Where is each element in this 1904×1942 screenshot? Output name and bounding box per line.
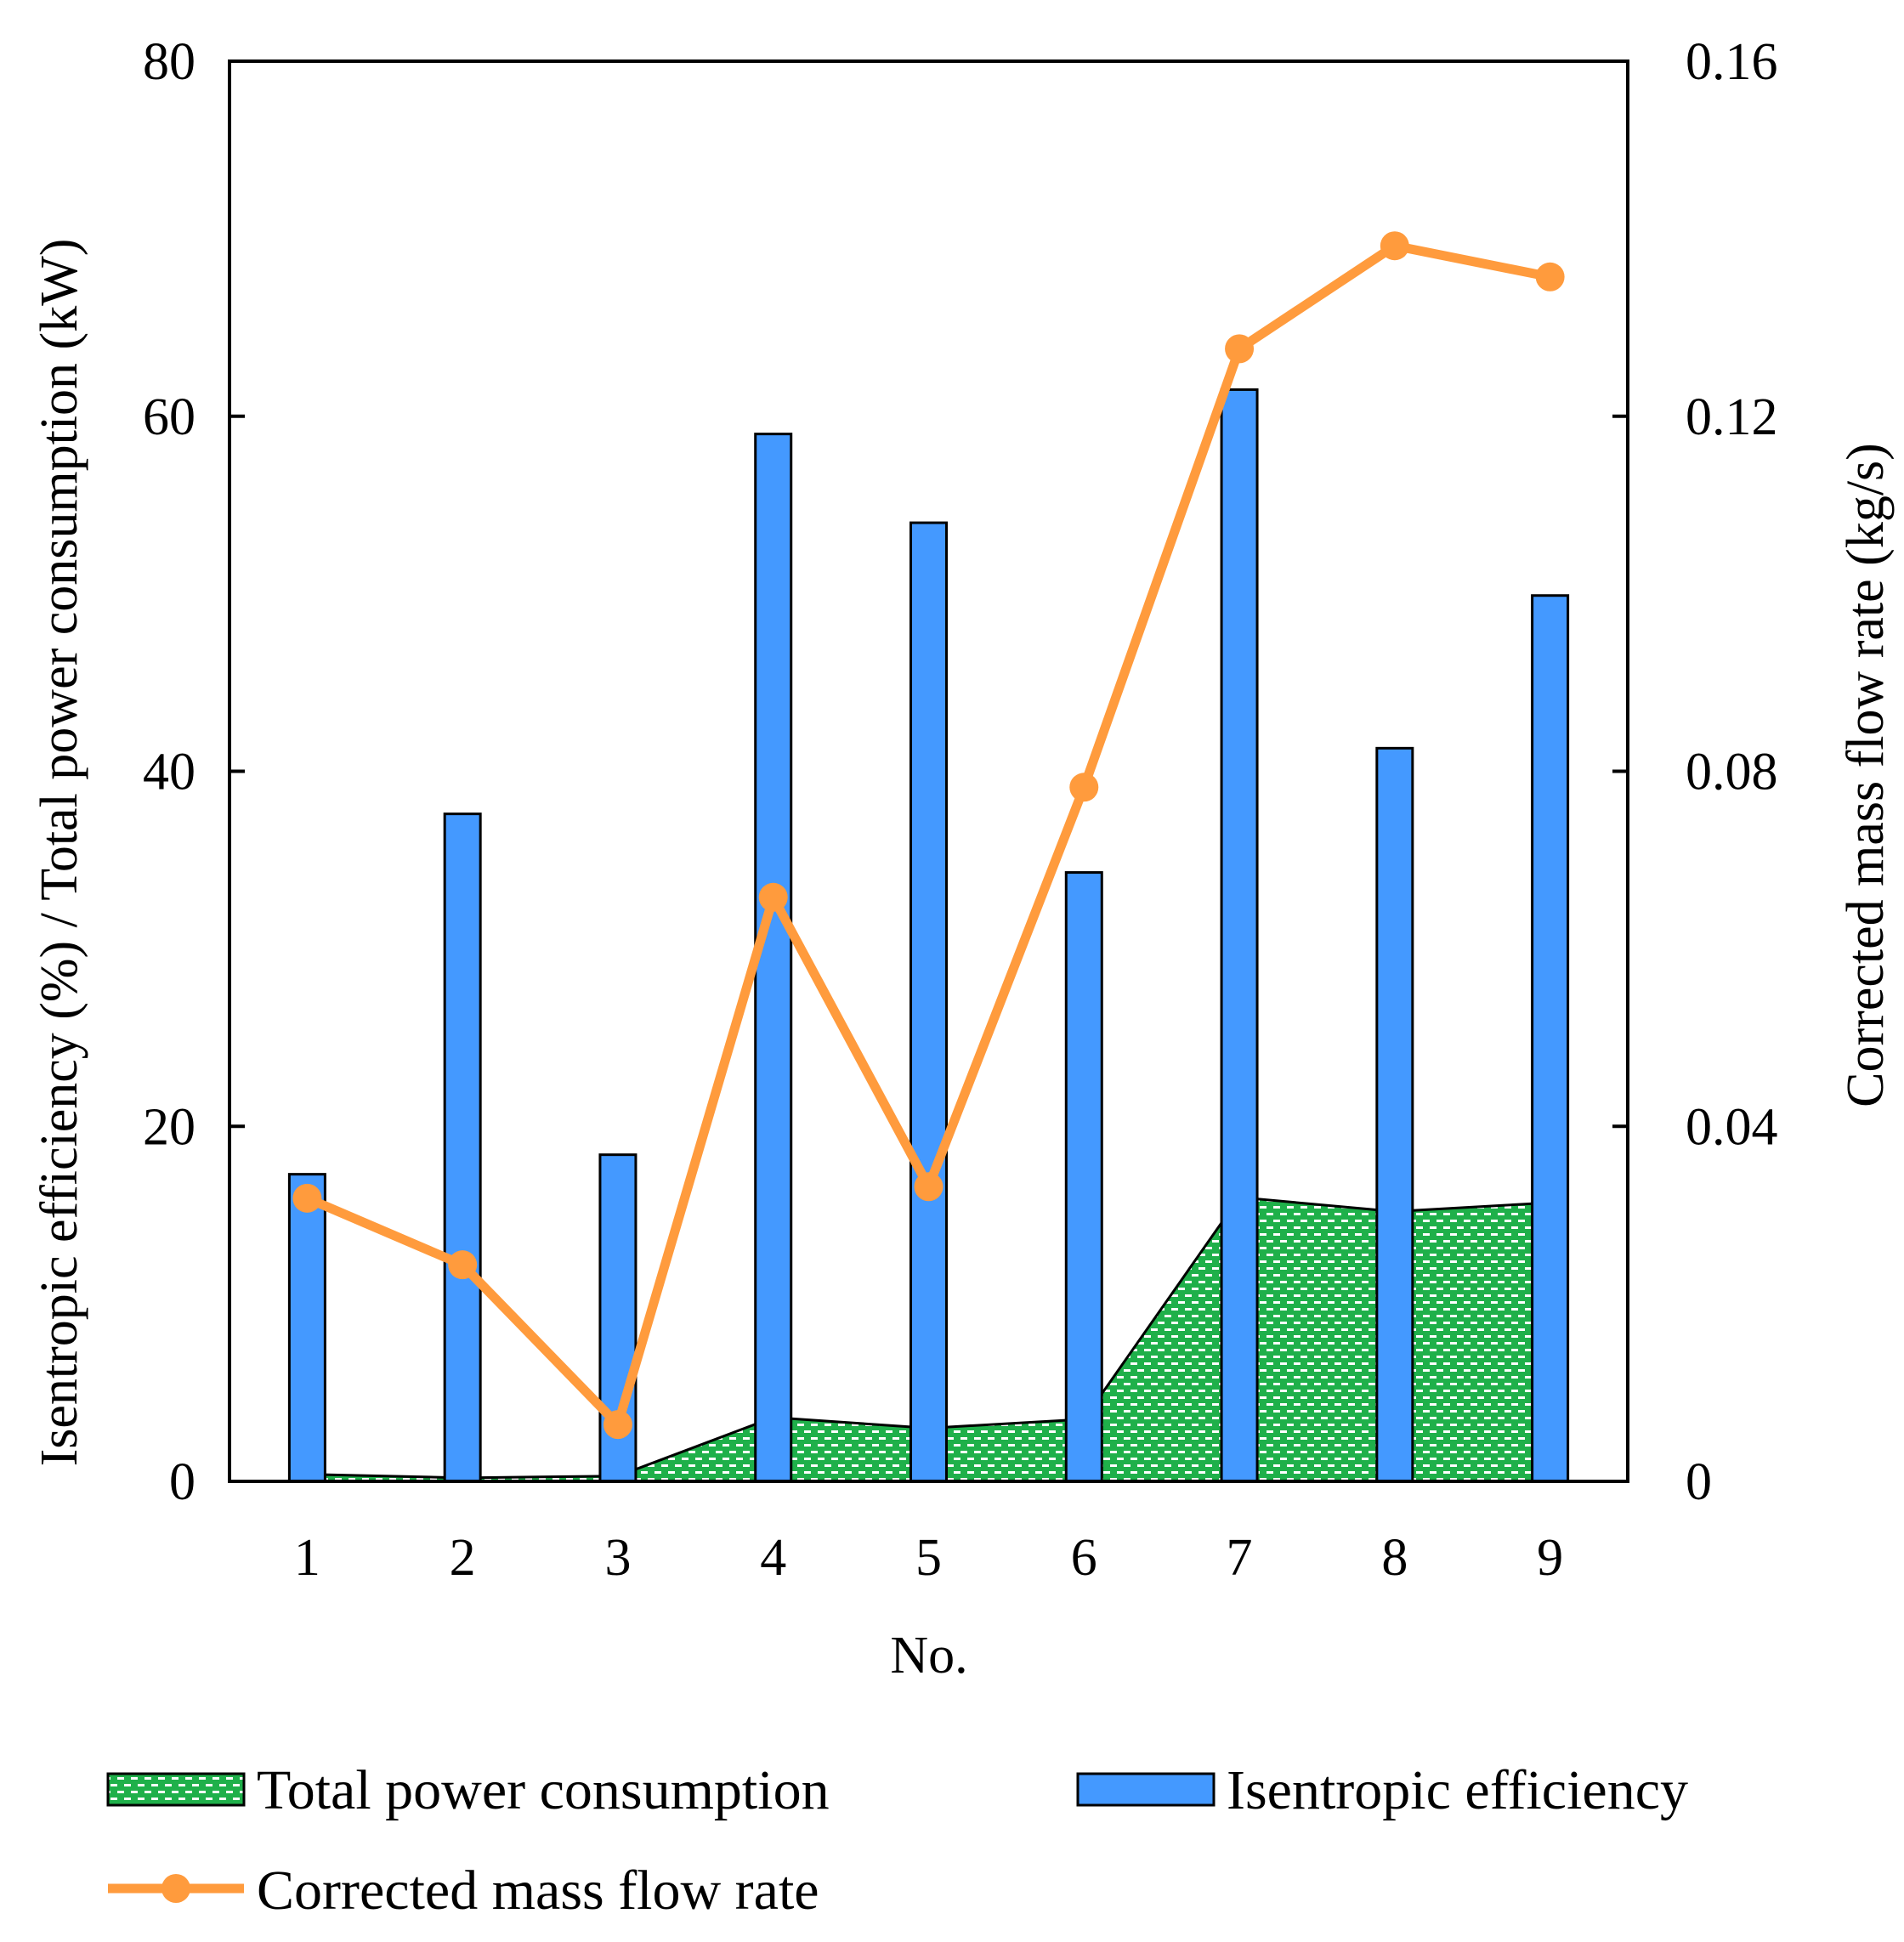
x-tick-label-1: 1 (294, 1529, 320, 1587)
y-left-tick-label-4: 80 (143, 33, 196, 91)
legend-swatch-power (106, 1772, 246, 1807)
y-right-tick-label-0: 0 (1686, 1453, 1712, 1511)
legend-swatch-mass-flow-marker (162, 1874, 190, 1903)
x-tick-label-6: 6 (1071, 1529, 1097, 1587)
y-left-tick-label-1: 20 (143, 1098, 196, 1156)
x-axis-title: No. (890, 1627, 967, 1684)
efficiency-bar-2 (443, 812, 482, 1483)
y-left-tick-label-0: 0 (169, 1453, 196, 1511)
legend: Total power consumption Isentropic effic… (106, 1759, 1688, 1922)
x-tick-label-9: 9 (1537, 1529, 1563, 1587)
x-tick-label-3: 3 (604, 1529, 631, 1587)
y-right-tick-label-3: 0.12 (1686, 388, 1778, 446)
y-axis-right-title: Corrected mass flow rate (kg/s) (1837, 443, 1895, 1107)
legend-label-power: Total power consumption (257, 1759, 830, 1821)
axes-layer: 0 20 40 60 80 0 0.04 0.08 0.12 0.16 1 2 3 4 5 6 7 8 9 (143, 33, 1778, 1587)
efficiency-bars-layer (287, 388, 1570, 1483)
efficiency-bar-5 (910, 521, 948, 1483)
legend-item-mass-flow: Corrected mass flow rate (108, 1860, 819, 1922)
mass-flow-point-9 (1535, 262, 1565, 292)
mass-flow-point-2 (448, 1250, 478, 1280)
mass-flow-point-6 (1069, 773, 1099, 802)
x-tick-label-5: 5 (915, 1529, 942, 1587)
mass-flow-point-8 (1380, 231, 1409, 261)
legend-swatch-efficiency (1076, 1772, 1216, 1807)
efficiency-bar-9 (1531, 594, 1570, 1483)
x-tick-label-4: 4 (760, 1529, 786, 1587)
y-right-tick-label-1: 0.04 (1686, 1098, 1778, 1156)
legend-label-efficiency: Isentropic efficiency (1227, 1759, 1688, 1821)
y-left-tick-label-2: 40 (143, 744, 196, 801)
efficiency-bar-8 (1375, 746, 1414, 1483)
y-axis-left-title: Isentropic efficiency (%) / Total power … (31, 239, 88, 1467)
legend-label-mass-flow: Corrected mass flow rate (257, 1860, 819, 1922)
y-right-tick-label-2: 0.08 (1686, 744, 1778, 801)
mass-flow-point-7 (1225, 334, 1255, 364)
mass-flow-point-5 (914, 1172, 944, 1202)
efficiency-bar-6 (1064, 871, 1103, 1483)
efficiency-bar-1 (287, 1173, 326, 1483)
y-left-tick-label-3: 60 (143, 388, 196, 446)
mass-flow-point-3 (603, 1410, 632, 1440)
efficiency-bar-7 (1220, 388, 1259, 1483)
mass-flow-point-4 (758, 882, 788, 912)
x-tick-label-8: 8 (1381, 1529, 1408, 1587)
x-tick-label-2: 2 (450, 1529, 476, 1587)
efficiency-bar-4 (754, 433, 793, 1483)
legend-item-efficiency: Isentropic efficiency (1076, 1759, 1688, 1821)
mass-flow-point-1 (292, 1183, 322, 1213)
x-tick-label-7: 7 (1227, 1529, 1253, 1587)
legend-item-power: Total power consumption (106, 1759, 830, 1821)
mass-flow-line-layer (292, 231, 1565, 1440)
y-right-tick-label-4: 0.16 (1686, 33, 1778, 91)
